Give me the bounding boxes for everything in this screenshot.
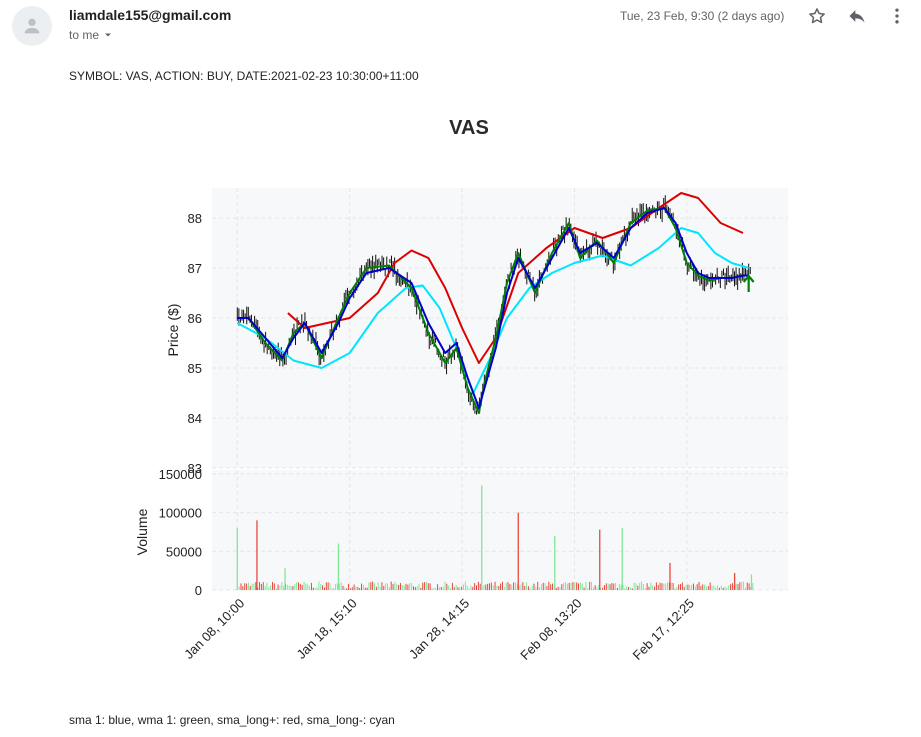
sender-email[interactable]: liamdale155@gmail.com <box>69 7 232 23</box>
trade-signal-text: SYMBOL: VAS, ACTION: BUY, DATE:2021-02-2… <box>69 69 419 83</box>
sender-avatar[interactable] <box>12 6 52 46</box>
email-date: Tue, 23 Feb, 9:30 (2 days ago) <box>620 9 785 23</box>
chart-title: VAS <box>449 117 489 139</box>
recipient-label: to me <box>69 28 100 42</box>
more-vert-icon <box>895 8 899 24</box>
x-tick-label: Jan 18, 15:10 <box>293 596 359 662</box>
recipient-toggle[interactable]: to me <box>69 28 113 42</box>
volume-plot-area <box>212 470 788 590</box>
price-tick-label: 88 <box>188 211 202 226</box>
price-tick-label: 85 <box>188 361 202 376</box>
series-line-sma-long- <box>287 192 744 364</box>
volume-tick-label: 50000 <box>166 544 202 559</box>
volume-tick-label: 0 <box>195 583 202 598</box>
x-tick-label: Jan 08, 10:00 <box>181 596 247 662</box>
star-button[interactable] <box>805 4 829 28</box>
price-tick-label: 87 <box>188 261 202 276</box>
person-icon <box>24 18 40 34</box>
volume-axis-label: Volume <box>134 508 150 555</box>
x-tick-label: Feb 08, 13:20 <box>517 596 584 663</box>
price-tick-label: 84 <box>188 411 202 426</box>
volume-tick-label: 100000 <box>159 506 202 521</box>
star-icon <box>809 8 825 24</box>
price-tick-label: 83 <box>188 461 202 476</box>
reply-icon <box>849 10 865 23</box>
chevron-down-icon <box>105 33 112 37</box>
price-axis-label: Price ($) <box>165 304 181 357</box>
x-tick-label: Jan 28, 14:15 <box>406 596 472 662</box>
series-line-sma-1 <box>237 207 749 409</box>
buy-marker-arrow <box>742 274 755 292</box>
x-tick-label: Feb 17, 12:25 <box>630 596 697 663</box>
reply-button[interactable] <box>845 4 869 28</box>
price-tick-label: 86 <box>188 311 202 326</box>
indicator-legend-text: sma 1: blue, wma 1: green, sma_long+: re… <box>69 713 395 727</box>
volume-tick-label: 150000 <box>159 467 202 482</box>
more-options-button[interactable] <box>885 4 909 28</box>
series-line-wma-1 <box>237 207 749 414</box>
